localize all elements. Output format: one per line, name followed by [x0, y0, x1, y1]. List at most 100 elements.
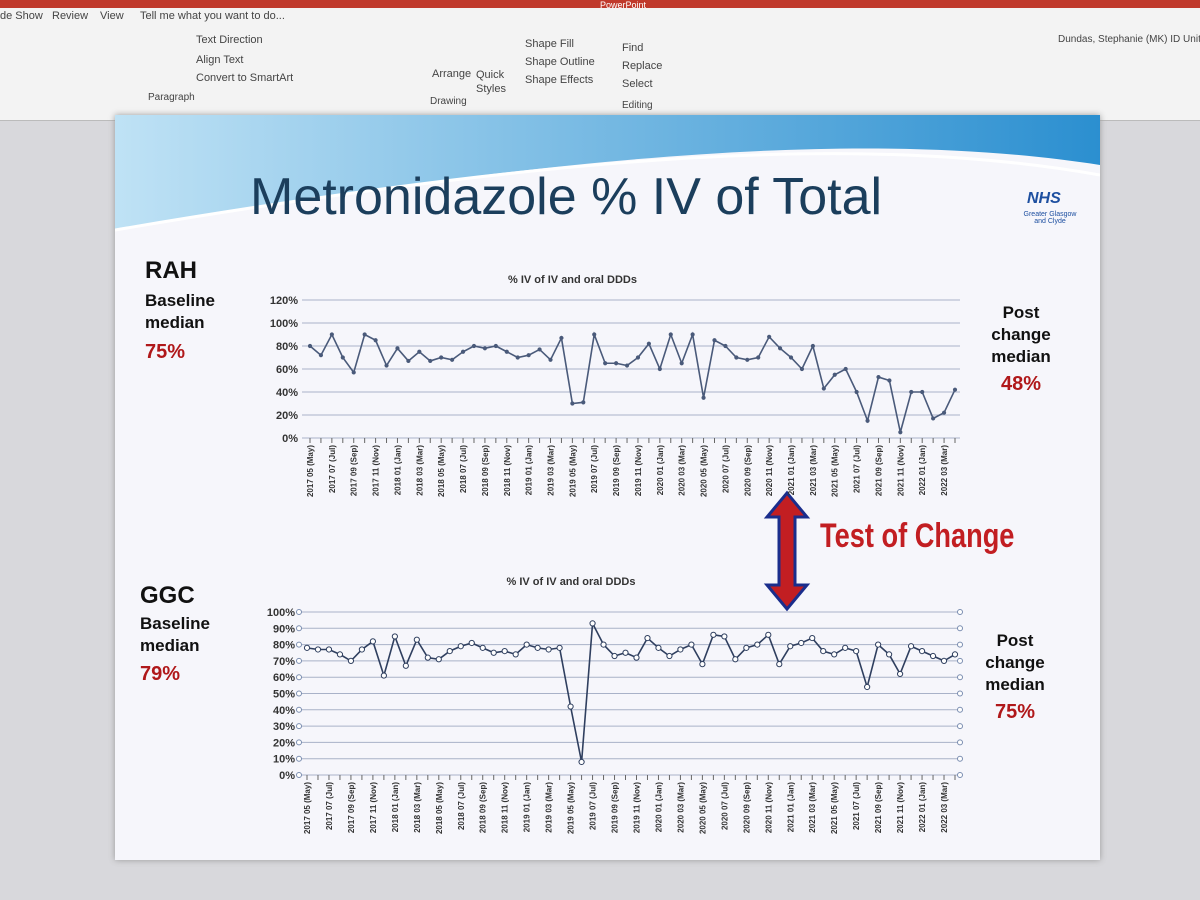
y-tick-label: 20% — [273, 737, 295, 749]
data-point — [907, 643, 915, 650]
grid-end — [957, 625, 963, 632]
data-point — [951, 651, 959, 658]
data-point — [314, 646, 322, 653]
data-point — [931, 416, 936, 421]
tab[interactable]: View — [100, 10, 124, 22]
data-point — [512, 651, 519, 658]
x-tick-label: 2020 09 (Sep) — [742, 782, 751, 833]
data-point — [918, 648, 926, 655]
data-point — [358, 646, 366, 653]
data-point — [854, 389, 859, 395]
ribbon-button[interactable]: Replace — [622, 60, 663, 72]
logo: NHS — [1027, 190, 1061, 207]
data-point — [952, 387, 958, 392]
data-point — [865, 418, 870, 423]
ribbon: de Show Review View Tell me what you wan… — [0, 0, 1200, 121]
ribbon-button[interactable]: Align Text — [196, 54, 244, 66]
header-line — [115, 152, 1100, 232]
data-point — [413, 636, 420, 643]
data-point — [380, 672, 387, 679]
data-point — [406, 358, 411, 364]
x-tick-label: 2020 11 (Nov) — [765, 445, 774, 496]
data-point — [876, 374, 881, 380]
grid-end — [296, 609, 302, 615]
x-tick-label: 2019 11 (Nov) — [632, 782, 641, 833]
x-tick-label: 2018 07 (Jul) — [457, 782, 466, 830]
title-bar — [0, 0, 1200, 8]
data-point — [589, 620, 596, 627]
data-point — [821, 386, 826, 391]
data-point — [347, 657, 355, 665]
data-point — [395, 346, 400, 351]
x-tick-label: 2017 11 (Nov) — [372, 445, 381, 496]
ribbon-button[interactable]: Text Direction — [196, 34, 263, 46]
slide: Metronidazole % IV of Total NHS Greater … — [115, 115, 1100, 860]
x-tick-label: 2020 05 (May) — [698, 782, 707, 834]
data-point — [336, 651, 344, 658]
data-point — [657, 366, 662, 372]
data-point — [767, 334, 772, 339]
x-tick-label: 2021 03 (Mar) — [808, 782, 817, 833]
grid-end — [957, 657, 963, 664]
data-point — [941, 410, 947, 415]
tell-me[interactable]: Tell me what you want to do... — [140, 10, 285, 22]
data-point — [635, 355, 641, 360]
arrow — [763, 490, 811, 612]
data-point — [362, 332, 367, 337]
data-point — [734, 355, 739, 360]
data-point — [329, 332, 334, 337]
chart: % IV of IV and oral DDDs 0% 10% 20% 30% 40% 50… — [267, 576, 963, 834]
data-point — [567, 703, 574, 710]
data-point — [600, 641, 607, 648]
data-point — [501, 648, 508, 655]
data-point — [417, 349, 422, 354]
data-point — [679, 361, 684, 366]
x-tick-label: 2019 11 (Nov) — [634, 445, 643, 496]
ribbon-button[interactable]: Select — [622, 78, 653, 90]
ribbon-button[interactable]: Shape Fill — [525, 38, 574, 50]
x-tick-label: 2018 09 (Sep) — [479, 782, 488, 833]
ribbon-button[interactable]: Shape Outline — [525, 56, 595, 68]
slide-art — [115, 115, 1100, 612]
data-point — [340, 355, 345, 360]
data-point — [325, 646, 333, 653]
side-label: Baseline median — [140, 614, 210, 655]
ribbon-button[interactable]: Shape Effects — [525, 74, 594, 86]
grid-end — [296, 690, 302, 697]
grid-end — [296, 723, 302, 730]
x-tick-label: 2020 07 (Jul) — [721, 445, 730, 493]
data-point — [820, 648, 827, 655]
x-tick-label: 2020 09 (Sep) — [743, 445, 752, 496]
x-tick-label: 2020 03 (Mar) — [678, 445, 687, 496]
data-point — [920, 389, 925, 395]
data-point — [721, 633, 728, 640]
y-tick-label: 100% — [270, 318, 298, 330]
x-tick-label: 2017 07 (Jul) — [325, 782, 334, 830]
data-point — [843, 366, 848, 372]
x-tick-label: 2017 11 (Nov) — [369, 782, 378, 833]
grid-end — [296, 657, 302, 664]
ribbon-button[interactable]: Quick Styles — [476, 69, 506, 95]
x-tick-label: 2021 05 (May) — [830, 782, 839, 834]
x-tick-label: 2019 09 (Sep) — [611, 782, 620, 833]
grid-end — [296, 625, 302, 632]
x-tick-label: 2018 05 (May) — [435, 782, 444, 834]
ribbon-button[interactable]: Find — [622, 42, 644, 54]
ribbon-button[interactable]: Arrange — [432, 68, 472, 80]
data-point — [853, 648, 860, 655]
chart-title: % IV of IV and oral DDDs — [508, 274, 637, 286]
data-point — [655, 644, 662, 651]
x-tick-label: 2019 07 (Jul) — [589, 782, 598, 830]
data-point — [743, 644, 750, 651]
data-point — [471, 343, 477, 349]
grid-end — [296, 739, 302, 746]
tab[interactable]: Review — [52, 10, 89, 22]
data-point — [504, 349, 509, 354]
x-tick-label: 2019 07 (Jul) — [590, 445, 599, 493]
data-point — [690, 332, 695, 337]
slide-title: Metronidazole % IV of Total — [250, 168, 883, 226]
ribbon-button[interactable]: Convert to SmartArt — [196, 72, 294, 84]
tab[interactable]: de Show — [0, 10, 43, 22]
app-name: PowerPoint — [600, 0, 647, 10]
data-point — [515, 355, 520, 360]
